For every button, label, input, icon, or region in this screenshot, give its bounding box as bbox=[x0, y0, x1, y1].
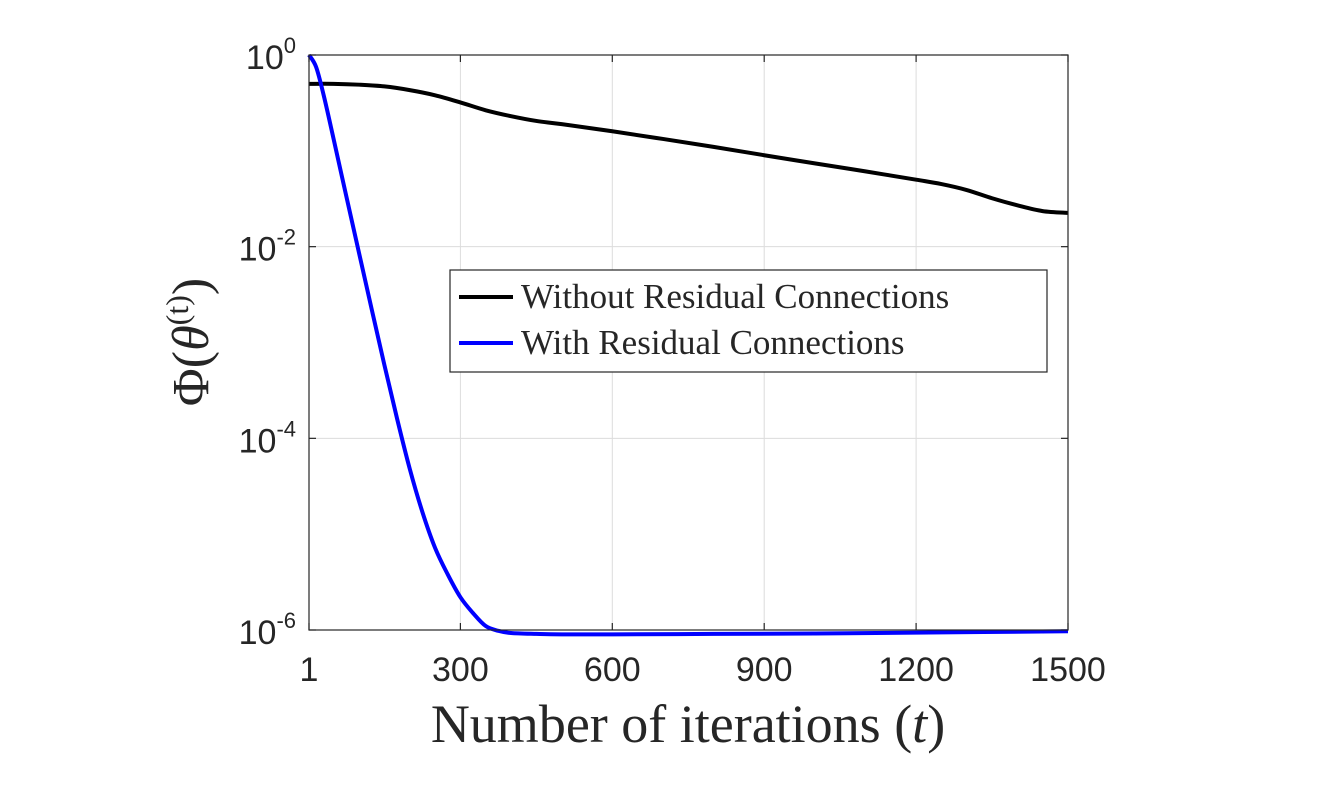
legend-label-without-residual: Without Residual Connections bbox=[521, 277, 949, 316]
y-axis-label-close: ) bbox=[163, 278, 220, 295]
x-axis-label-var: t bbox=[912, 694, 929, 754]
x-axis-label-text: Number of iterations ( bbox=[431, 694, 912, 754]
x-tick-label: 1500 bbox=[1030, 651, 1106, 689]
y-axis-label-open: ( bbox=[163, 351, 220, 368]
y-axis-label-theta: θ bbox=[163, 325, 220, 351]
x-tick-label: 1 bbox=[300, 651, 319, 689]
y-axis-label-superscript: (t) bbox=[159, 295, 195, 325]
y-axis-label: Φ(θ(t)) bbox=[159, 278, 220, 406]
y-tick-label: 10-6 bbox=[239, 608, 296, 652]
x-axis-label-close: ) bbox=[927, 694, 945, 754]
y-tick-label: 10-2 bbox=[239, 225, 296, 269]
axis-ticks: 1 300 600 900 1200 1500 10-6 10-4 10-2 100 bbox=[239, 33, 1106, 689]
plot-frame bbox=[308, 54, 1069, 631]
x-tick-label: 900 bbox=[736, 651, 793, 689]
legend-box bbox=[449, 269, 1048, 373]
series-line-0 bbox=[308, 81, 1069, 215]
series-line-1 bbox=[307, 53, 1069, 637]
legend: Without Residual Connections With Residu… bbox=[449, 269, 1048, 373]
y-axis-label-phi: Φ bbox=[163, 368, 220, 406]
x-tick-label: 1200 bbox=[878, 651, 954, 689]
legend-label-with-residual: With Residual Connections bbox=[521, 323, 905, 362]
y-tick-label: 10-4 bbox=[239, 416, 296, 460]
x-tick-label: 300 bbox=[432, 651, 489, 689]
x-tick-label: 600 bbox=[584, 651, 641, 689]
y-tick-label: 100 bbox=[246, 33, 296, 77]
x-axis-label: Number of iterations (t) bbox=[431, 694, 945, 754]
series-lines bbox=[307, 53, 1069, 637]
